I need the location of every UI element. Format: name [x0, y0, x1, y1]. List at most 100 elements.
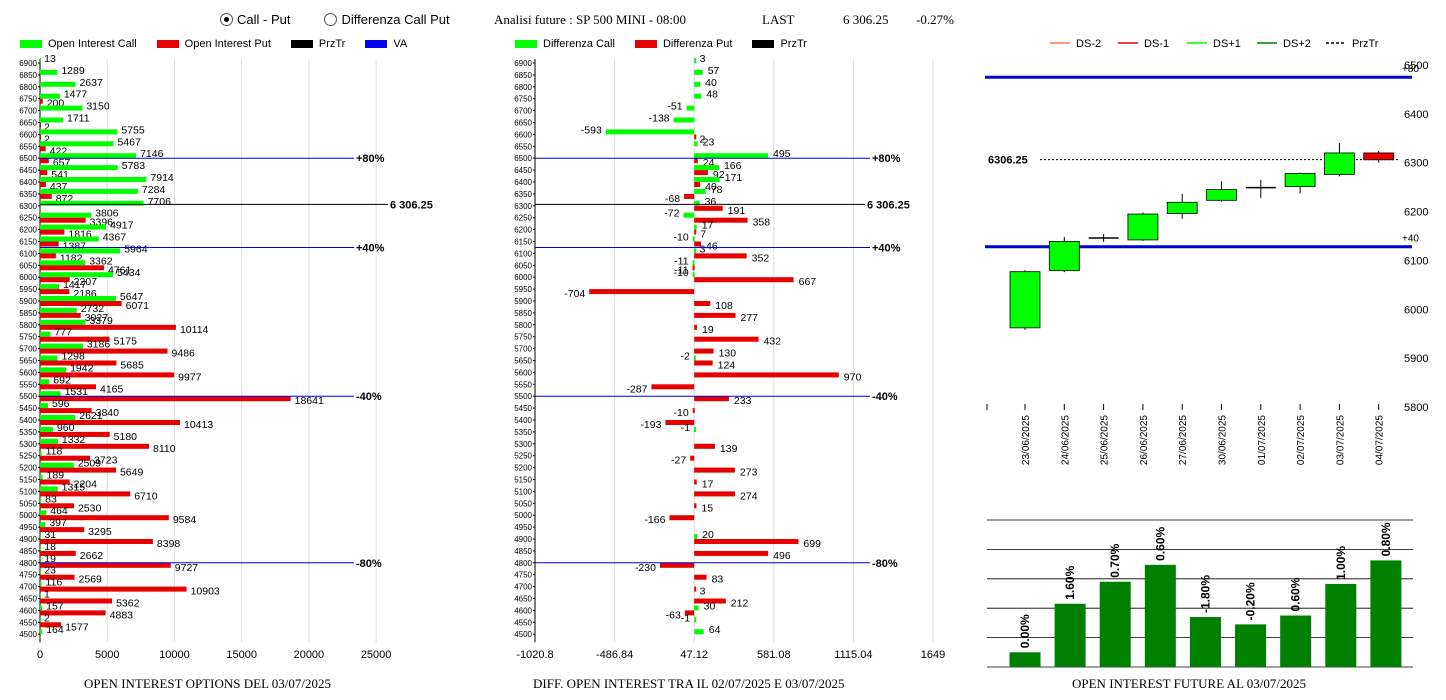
bar-put — [40, 443, 150, 449]
bar-diff-put — [694, 598, 726, 604]
last-value: 6 306.25 — [843, 12, 889, 27]
bar-call-label: 4367 — [103, 232, 127, 244]
bar-diff-put-label: 46 — [706, 241, 718, 253]
strike-label: 6250 — [19, 214, 37, 223]
bar-diff-call — [694, 200, 700, 206]
future-bar — [1280, 615, 1312, 667]
chart-candlestick: DS-2 DS-1 DS+1 DS+2 PrzTr 5800 5900 6000 6100 620… — [985, 38, 1428, 465]
bar-put — [40, 539, 153, 544]
bar-diff-put-label: 15 — [701, 502, 713, 514]
bar-call-label: 31 — [44, 529, 56, 541]
bar-diff-put — [589, 289, 695, 295]
strike-label: 6400 — [19, 178, 37, 187]
x-tick-label: -486.84 — [596, 649, 633, 660]
strike-label: 5950 — [19, 285, 37, 294]
strike-label: 6300 — [19, 202, 37, 211]
strike-label: 6500 — [19, 154, 37, 163]
bar-call-label: 692 — [53, 374, 71, 386]
bar-put — [40, 503, 75, 509]
y-tick-label: 6300 — [1404, 158, 1428, 170]
bar-call-label: 189 — [47, 470, 65, 482]
bar-put — [40, 277, 70, 283]
radio-call-put[interactable] — [220, 13, 233, 26]
bar-call — [40, 58, 41, 63]
strike-label: 6050 — [19, 261, 37, 270]
footer-future: OPEN INTEREST FUTURE AL 03/07/2025 — [1072, 676, 1307, 691]
bar-diff-call — [673, 117, 695, 123]
strike-label: 5350 — [514, 428, 532, 437]
strike-label: 6750 — [514, 95, 532, 104]
bar-diff-call-label: -72 — [664, 208, 679, 220]
future-bar-label: 0.00% — [1018, 614, 1032, 648]
bar-call-label: 7146 — [140, 148, 164, 160]
marker-label: +80% — [872, 153, 901, 165]
bar-put-label: 2204 — [74, 479, 98, 491]
bar-diff-call-label: 171 — [725, 172, 743, 184]
header-title: Analisi future : SP 500 MINI - 08:00 — [494, 12, 686, 27]
bar-diff-call-label: 64 — [709, 624, 721, 636]
bar-call — [40, 355, 58, 361]
bar-diff-put-label: 139 — [720, 443, 738, 455]
strike-label: 5800 — [19, 321, 37, 330]
bar-call — [40, 272, 114, 278]
bar-diff-call — [694, 58, 697, 63]
strike-label: 5100 — [514, 487, 532, 496]
bar-put-label: 4165 — [100, 383, 124, 395]
marker-label: -80% — [872, 558, 898, 570]
last-label: LAST — [762, 12, 795, 27]
bar-put-label: 9584 — [173, 514, 197, 526]
bar-diff-put-label: 352 — [752, 252, 770, 264]
strike-label: 5450 — [514, 404, 532, 413]
bar-call-label: 1332 — [62, 434, 86, 446]
strike-label: 4650 — [19, 595, 37, 604]
price-label: 6306.25 — [988, 155, 1028, 167]
strike-label: 4700 — [514, 583, 532, 592]
radio-diff[interactable] — [324, 13, 338, 26]
bar-diff-call — [686, 105, 695, 111]
radio-call-put-label: Call - Put — [237, 12, 291, 27]
bar-diff-call-label: 3 — [700, 243, 706, 255]
bar-diff-put-label: 2 — [699, 133, 705, 145]
bar-diff-call-label: -1 — [681, 612, 690, 624]
bar-put — [40, 491, 131, 497]
bar-put — [40, 455, 91, 461]
bar-diff-call-label: -10 — [674, 232, 689, 244]
bar-call-label: 1315 — [62, 481, 86, 493]
bar-call — [40, 81, 76, 87]
strike-label: 5750 — [19, 333, 37, 342]
bar-call — [40, 498, 42, 504]
bar-call — [40, 319, 86, 325]
bar-call — [40, 426, 53, 432]
bar-put — [40, 217, 86, 223]
future-bar-label: 0.60% — [1153, 526, 1167, 560]
strike-label: 5500 — [514, 392, 532, 401]
bar-put — [40, 301, 122, 306]
candle-body — [1284, 173, 1316, 188]
strike-label: 4550 — [514, 618, 532, 627]
bar-diff-call — [692, 272, 695, 278]
bar-call-label: 3362 — [89, 255, 113, 267]
x-tick-label: 47.12 — [680, 649, 708, 660]
bar-call — [40, 331, 51, 337]
bar-diff-call — [694, 188, 706, 194]
bar-put-label: 6710 — [134, 490, 158, 502]
strike-label: 5700 — [514, 345, 532, 354]
strike-label: 6350 — [514, 190, 532, 199]
bar-put-label: 10413 — [184, 419, 213, 431]
candle-body — [1127, 213, 1159, 241]
va-label: +80 — [1402, 64, 1419, 75]
strike-label: 5900 — [19, 297, 37, 306]
bar-diff-call — [694, 426, 697, 432]
strike-label: 4950 — [514, 523, 532, 532]
bar-diff-call-label: 17 — [702, 220, 714, 232]
strike-label: 6150 — [19, 238, 37, 247]
bar-put-label: 2 — [44, 133, 50, 145]
x-tick-label: 1649 — [921, 649, 945, 660]
bar-diff-put-label: 432 — [764, 336, 782, 348]
bar-put-label: 18641 — [295, 395, 324, 407]
strike-label: 6200 — [514, 226, 532, 235]
radio-group: Call - Put Differenza Call Put — [220, 12, 450, 27]
bar-call — [40, 438, 58, 444]
legend-oi-prztr: PrzTr — [318, 38, 346, 50]
date-label: 04/07/2025 — [1375, 415, 1386, 465]
